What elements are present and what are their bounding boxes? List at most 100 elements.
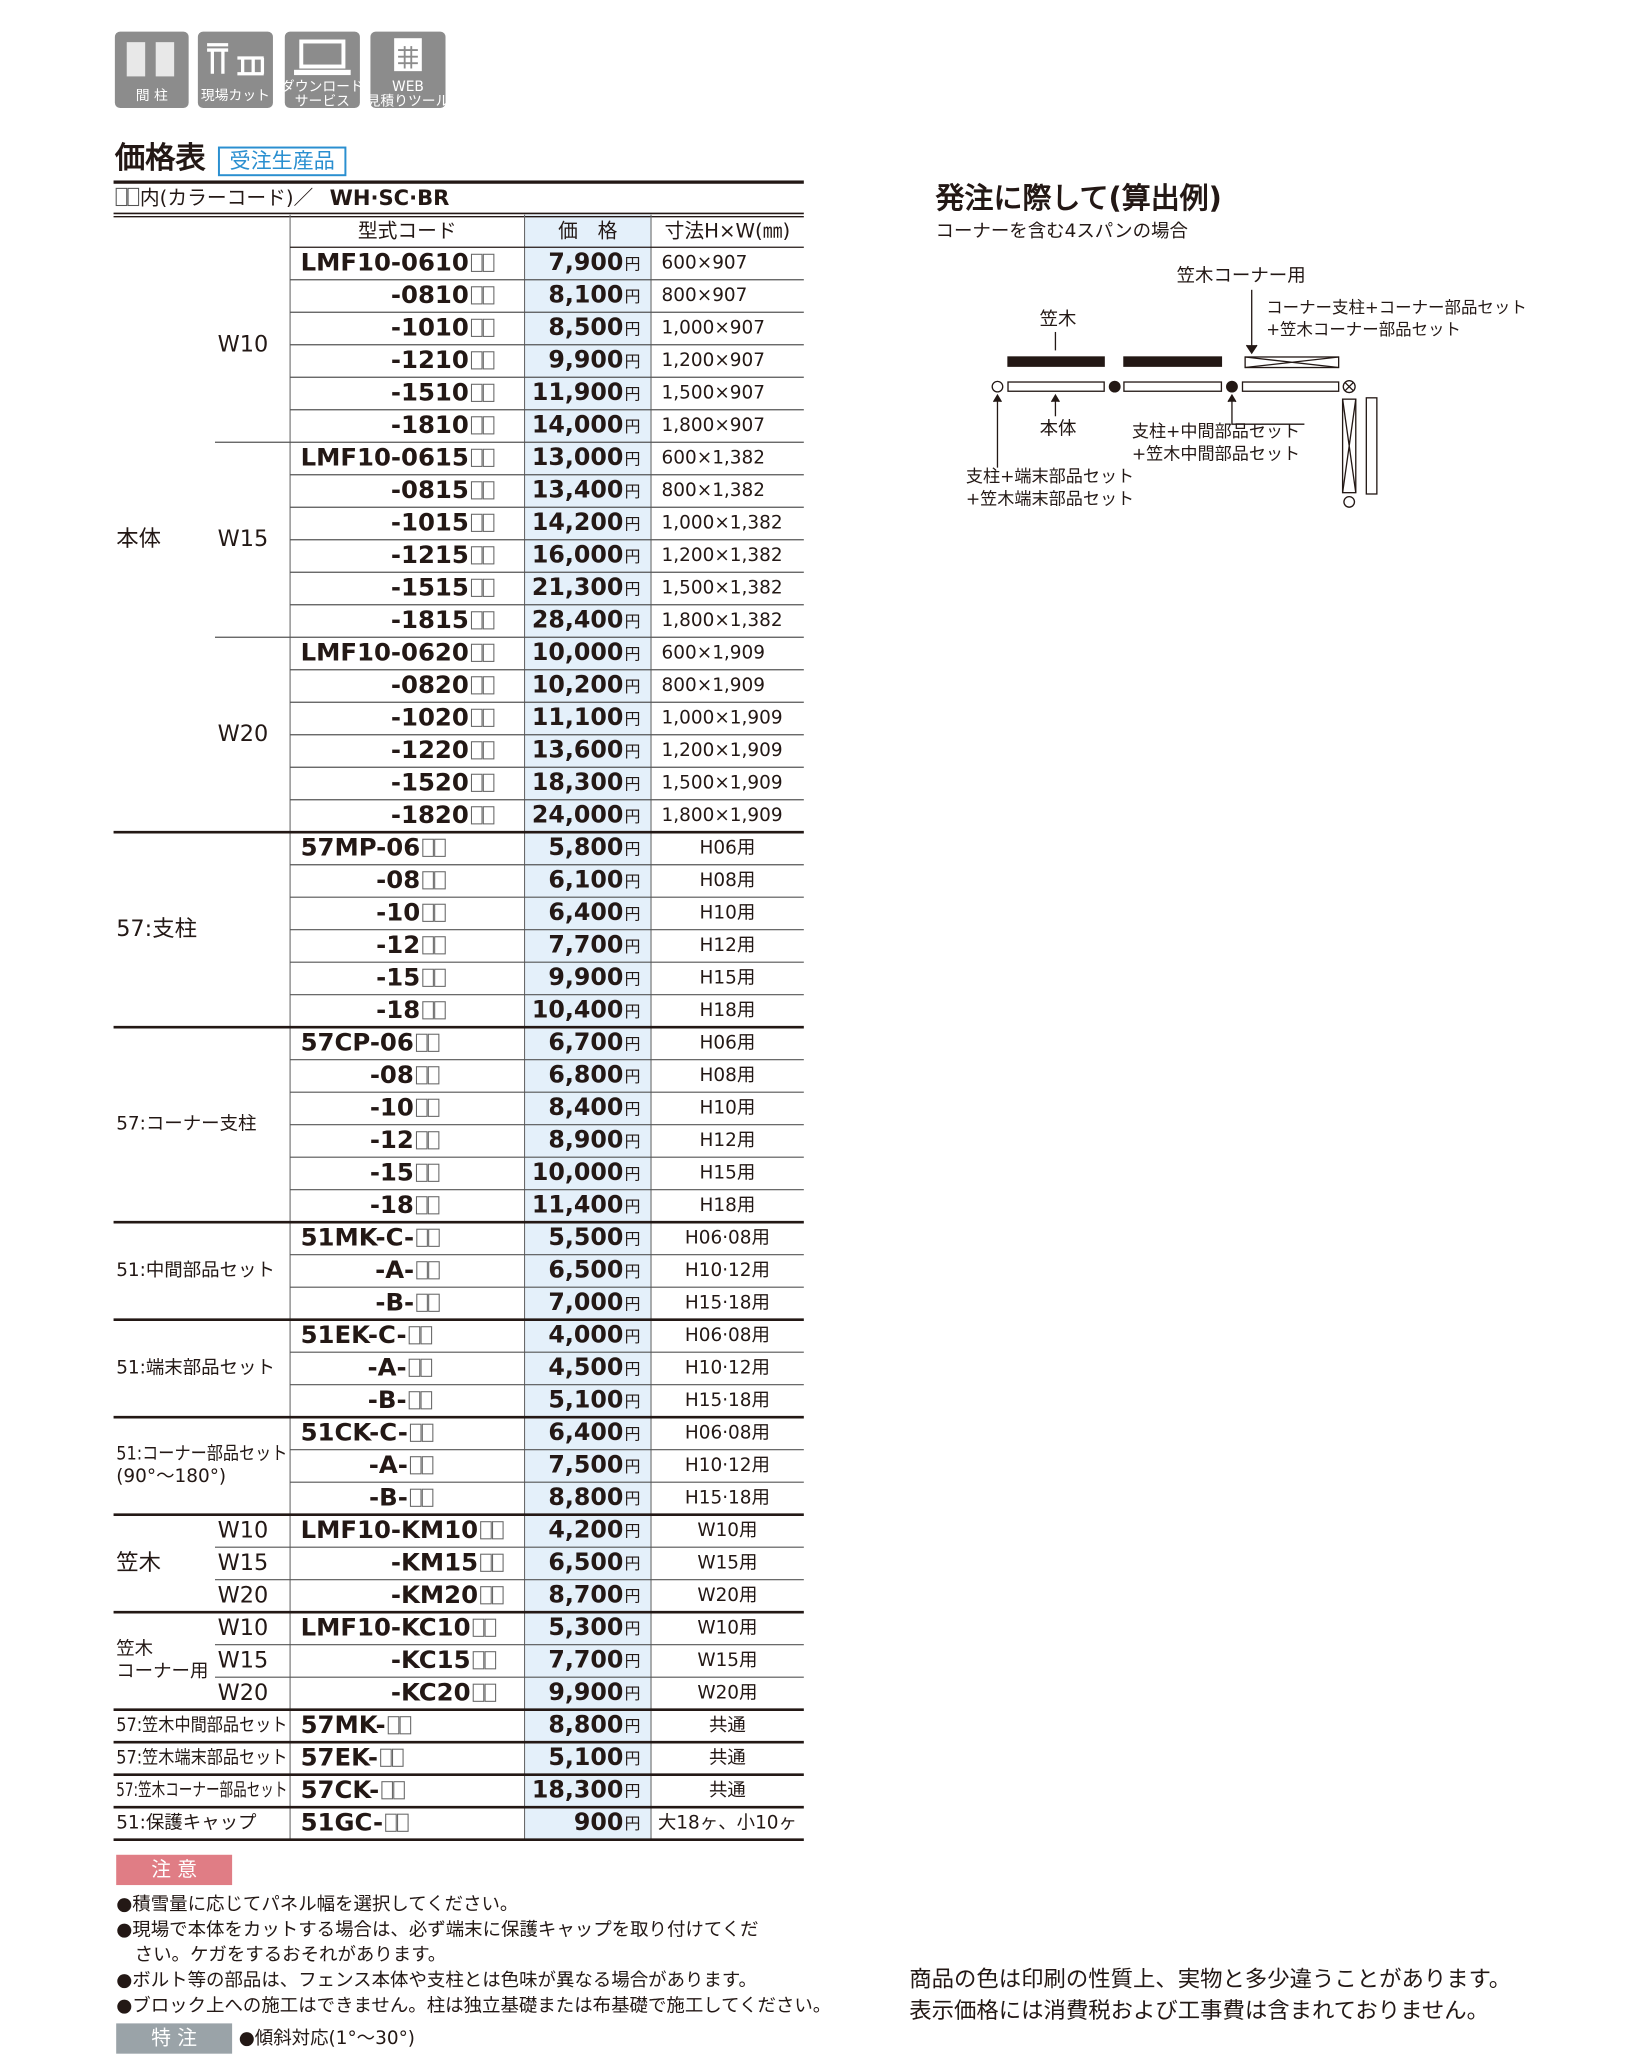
column-header: 寸法H×W(㎜) — [665, 219, 791, 242]
model-code: 57MP-06 — [301, 832, 421, 861]
currency: 円 — [625, 1782, 641, 1801]
special-header-bg — [116, 2023, 233, 2054]
currency: 円 — [625, 774, 641, 793]
dimension: H15·18用 — [685, 1292, 770, 1313]
dimension: W10用 — [697, 1520, 757, 1541]
dimension: 1,500×1,909 — [662, 772, 783, 793]
dimension: H12用 — [700, 935, 756, 956]
color-box — [428, 1293, 440, 1312]
color-box — [484, 1651, 497, 1670]
price: 10,400 — [532, 995, 623, 1023]
color-box — [492, 1521, 504, 1540]
icon-graphic — [294, 69, 351, 76]
price: 9,900 — [548, 963, 623, 991]
model-code: 57EK- — [301, 1742, 378, 1771]
color-box — [482, 708, 495, 727]
model-code: -12 — [376, 930, 420, 959]
currency: 円 — [625, 1587, 641, 1606]
special-title: 特 注 — [151, 2027, 197, 2050]
model-code: -1020 — [391, 702, 469, 731]
price: 4,500 — [548, 1353, 623, 1381]
price-table: 型式コード 価 格 寸法H×W(㎜) 本体 W10 LMF10-0610 7,900 円 600… — [113, 212, 804, 1841]
color-box — [470, 513, 483, 532]
currency: 円 — [625, 1359, 641, 1378]
color-box — [422, 968, 434, 987]
icon-label: WEB — [392, 79, 424, 95]
dimension: 1,500×907 — [662, 382, 765, 403]
model-code: -A- — [367, 1352, 406, 1381]
icon-label: 見積りツール — [366, 93, 449, 109]
section-label: W15 — [218, 526, 269, 552]
model-code: -KC15 — [391, 1645, 471, 1674]
caution-notes: ●積雪量に応じてパネル幅を選択してください。 ●現場で本体をカットする場合は、必ず… — [116, 1894, 831, 2017]
footer-note: 表示価格には消費税および工事費は含まれておりません。 — [909, 1998, 1489, 2024]
price: 4,200 — [548, 1515, 623, 1543]
currency: 円 — [625, 547, 641, 566]
section-label: W15 — [218, 1550, 269, 1576]
model-code: LMF10-0615 — [301, 442, 469, 471]
price: 13,000 — [532, 443, 623, 471]
dimension: 800×1,909 — [662, 675, 765, 696]
icon-label: サービス — [295, 93, 350, 109]
color-box — [484, 1683, 497, 1702]
color-box — [492, 1586, 504, 1605]
color-box — [470, 253, 483, 272]
model-code: -1215 — [391, 540, 469, 569]
price: 6,400 — [548, 898, 623, 926]
price: 8,800 — [548, 1710, 623, 1738]
color-box — [408, 1391, 421, 1410]
price: 900 — [574, 1808, 623, 1836]
color-box — [380, 1748, 392, 1767]
currency: 円 — [625, 1002, 641, 1021]
color-box — [420, 1326, 433, 1345]
currency: 円 — [625, 1327, 641, 1346]
model-code: -0820 — [391, 670, 469, 699]
model-code: 51MK-C- — [301, 1222, 415, 1251]
mid-post — [1108, 380, 1121, 393]
color-box — [415, 1163, 428, 1182]
section-label: W20 — [218, 721, 269, 747]
dimension: H18用 — [700, 1000, 756, 1021]
color-box — [115, 187, 128, 207]
currency: 円 — [625, 644, 641, 663]
model-code: -KC20 — [391, 1677, 471, 1706]
color-box — [482, 676, 495, 695]
caution-note: ●積雪量に応じてパネル幅を選択してください。 — [116, 1894, 518, 1915]
arrowhead — [1050, 393, 1060, 403]
currency: 円 — [625, 742, 641, 761]
model-code: -1810 — [391, 410, 469, 439]
dimension: W20用 — [697, 1682, 757, 1703]
color-box — [428, 1228, 440, 1247]
color-box — [422, 936, 434, 955]
group-label: 57:笠木中間部品セット — [116, 1715, 287, 1736]
color-box — [470, 773, 483, 792]
model-code: -08 — [370, 1060, 414, 1089]
color-box — [472, 1683, 485, 1702]
dimension: H15用 — [700, 1162, 756, 1183]
dimension: 600×1,382 — [662, 447, 765, 468]
icon-graphic — [207, 43, 265, 76]
dimension: H10·12用 — [685, 1357, 770, 1378]
footer-note: 商品の色は印刷の性質上、実物と多少違うことがあります。 — [909, 1966, 1511, 1992]
caution-note: ●ブロック上への施工はできません。柱は独立基礎または布基礎で施工してください。 — [116, 1995, 831, 2017]
currency: 円 — [625, 807, 641, 826]
caution-note: ●ボルト等の部品は、フェンス本体や支柱とは色味が異なる場合があります。 — [116, 1970, 757, 1991]
group-label: 笠木 — [116, 1550, 161, 1576]
color-box — [484, 1618, 497, 1637]
color-box — [434, 871, 446, 890]
dimension: 800×907 — [662, 285, 748, 306]
example-title: 発注に際して(算出例) — [935, 181, 1222, 215]
price: 18,300 — [532, 1775, 623, 1803]
icon-graphic — [303, 43, 342, 65]
color-box — [409, 1456, 422, 1475]
group-label: コーナー用 — [116, 1661, 208, 1682]
color-box — [421, 1488, 434, 1507]
dimension: 1,800×1,909 — [662, 805, 783, 826]
currency: 円 — [625, 1554, 641, 1573]
price: 10,000 — [532, 638, 623, 666]
color-box — [420, 1358, 433, 1377]
currency: 円 — [625, 1164, 641, 1183]
color-box — [472, 1651, 485, 1670]
dimension: H08用 — [700, 1065, 756, 1086]
